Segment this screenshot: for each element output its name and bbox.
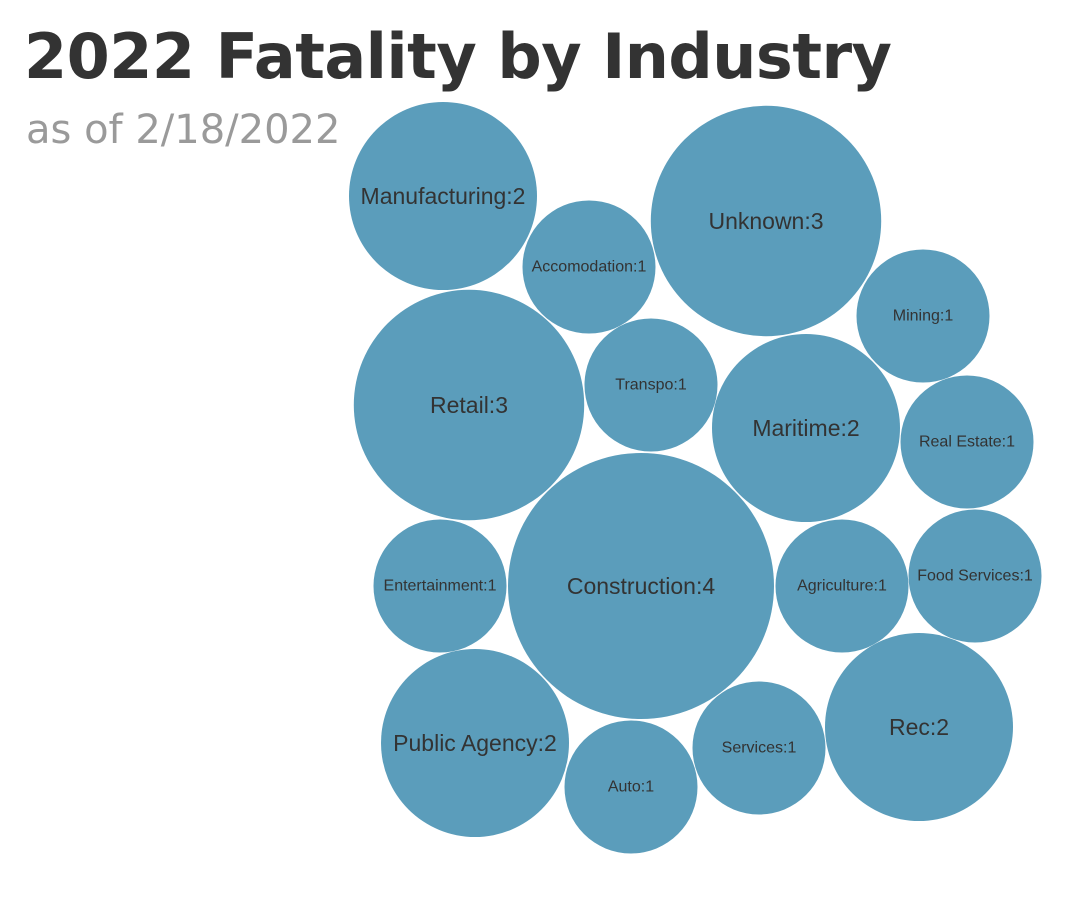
- bubble-label-auto: Auto:1: [608, 779, 654, 796]
- bubble-label-construction: Construction:4: [567, 573, 716, 599]
- chart-title: 2022 Fatality by Industry: [24, 20, 892, 93]
- bubble-label-food-services: Food Services:1: [917, 568, 1033, 585]
- bubble-rec[interactable]: [825, 633, 1013, 821]
- bubble-services[interactable]: [692, 681, 826, 815]
- bubble-label-rec: Rec:2: [889, 714, 949, 740]
- bubble-accomodation[interactable]: [522, 200, 656, 334]
- bubble-label-retail: Retail:3: [430, 392, 508, 418]
- bubble-label-entertainment: Entertainment:1: [384, 578, 497, 595]
- bubble-label-real-estate: Real Estate:1: [919, 434, 1015, 451]
- bubble-transpo[interactable]: [584, 318, 718, 452]
- chart-subtitle: as of 2/18/2022: [26, 107, 341, 153]
- bubble-agriculture[interactable]: [775, 519, 909, 653]
- bubble-unknown[interactable]: [650, 105, 882, 337]
- bubble-mining[interactable]: [856, 249, 990, 383]
- bubble-label-accomodation: Accomodation:1: [532, 259, 647, 276]
- bubble-construction[interactable]: [508, 453, 774, 719]
- bubble-label-services: Services:1: [722, 740, 797, 757]
- bubble-auto[interactable]: [564, 720, 698, 854]
- bubble-label-transpo: Transpo:1: [615, 377, 687, 394]
- bubble-label-manufacturing: Manufacturing:2: [361, 183, 526, 209]
- bubble-label-unknown: Unknown:3: [708, 208, 823, 234]
- bubble-retail[interactable]: [353, 289, 585, 521]
- bubble-label-maritime: Maritime:2: [752, 415, 859, 441]
- bubble-label-public-agency: Public Agency:2: [393, 730, 557, 756]
- bubble-label-agriculture: Agriculture:1: [797, 578, 887, 595]
- bubble-food-services[interactable]: [908, 509, 1042, 643]
- bubble-entertainment[interactable]: [373, 519, 507, 653]
- bubble-maritime[interactable]: [712, 334, 900, 522]
- bubble-label-mining: Mining:1: [893, 308, 954, 325]
- bubble-real-estate[interactable]: [900, 375, 1034, 509]
- bubble-public-agency[interactable]: [381, 649, 569, 837]
- bubble-manufacturing[interactable]: [349, 102, 537, 290]
